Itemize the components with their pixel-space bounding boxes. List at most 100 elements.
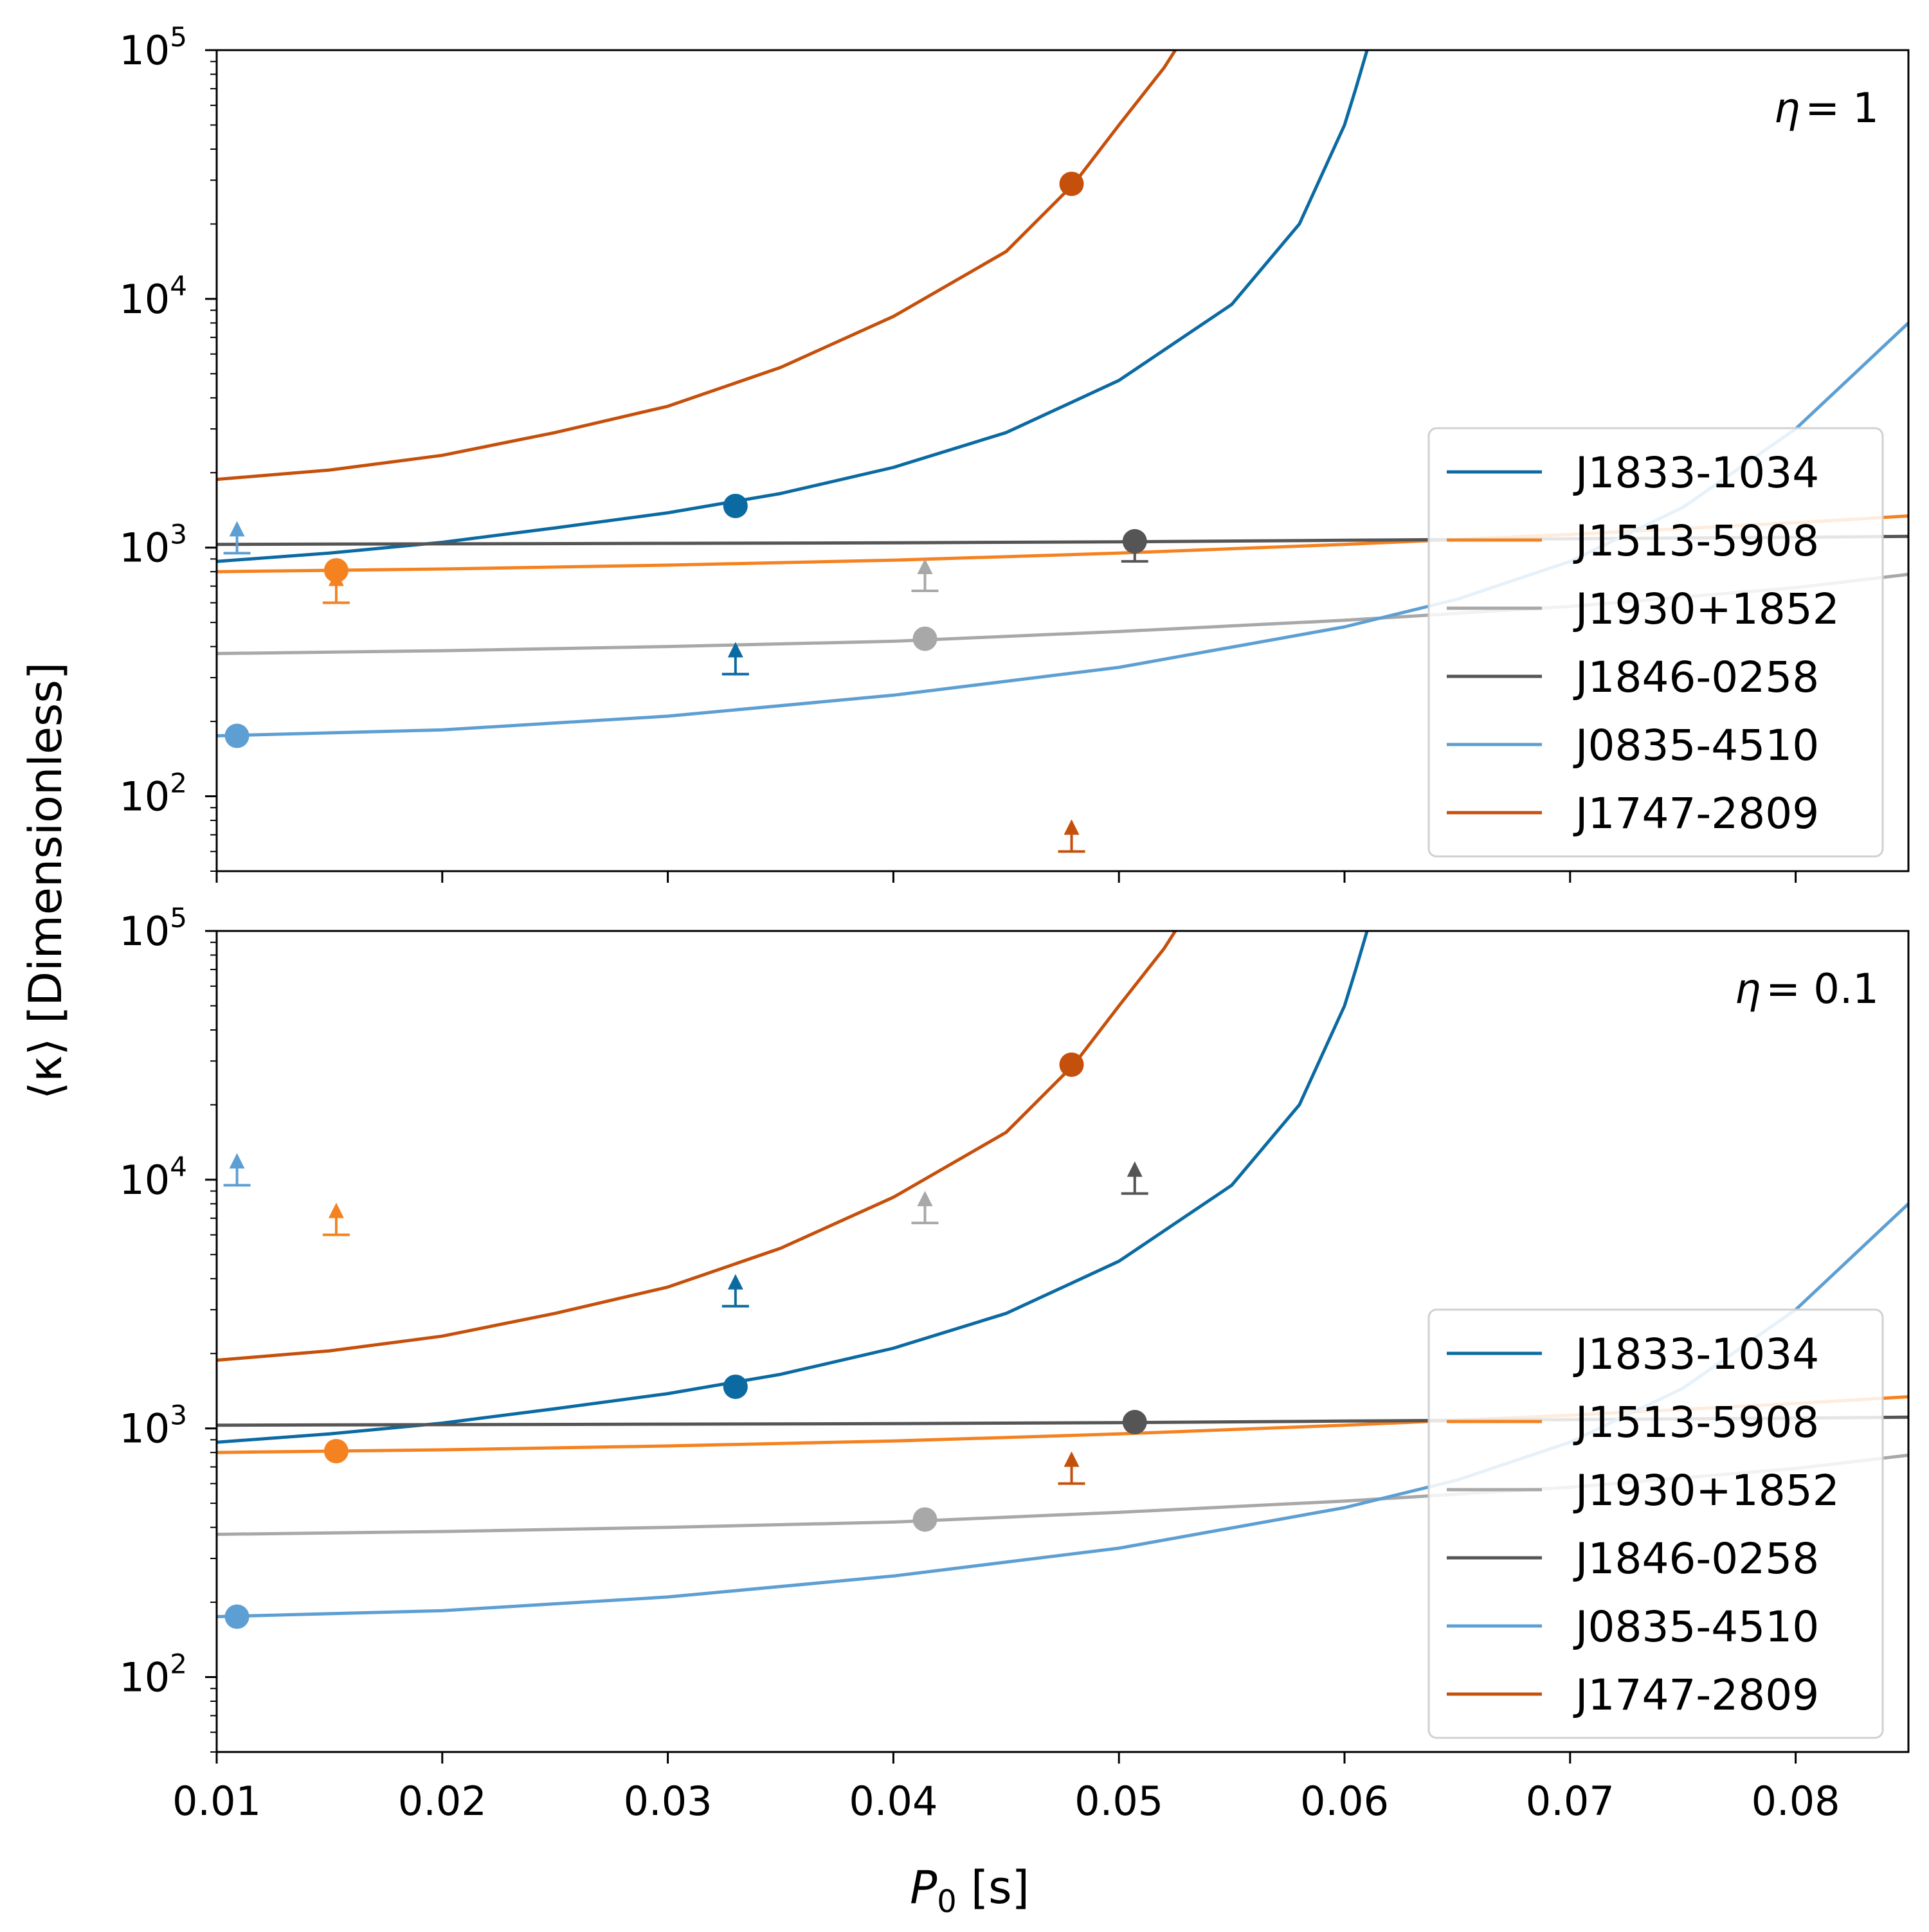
legend-label: J1846-0258 bbox=[1573, 653, 1819, 702]
legend-box bbox=[1427, 427, 1884, 858]
legend-label: J1930+1852 bbox=[1573, 584, 1840, 634]
y-tick-label-exponent: 4 bbox=[170, 1151, 187, 1182]
y-tick-label: 103 bbox=[119, 519, 187, 572]
lower-limit-arrowhead bbox=[917, 1191, 933, 1207]
lower-limit-arrowhead bbox=[917, 558, 933, 574]
lower-limit-arrowhead bbox=[727, 1274, 743, 1290]
y-tick-label-exponent: 3 bbox=[170, 1400, 187, 1431]
panel-label: η = 0.1 bbox=[1735, 966, 1879, 1013]
y-tick-label-mantissa: 10 bbox=[119, 1157, 170, 1204]
x-tick-label: 0.06 bbox=[1300, 1778, 1389, 1825]
point-marker-J1747-2809 bbox=[1059, 1052, 1084, 1077]
lower-limit-arrowhead bbox=[229, 1153, 245, 1169]
lower-limit-J1846-0258 bbox=[1121, 1161, 1148, 1195]
y-tick-label: 105 bbox=[119, 902, 187, 955]
legend-label: J1846-0258 bbox=[1573, 1534, 1819, 1584]
plot-frame bbox=[215, 930, 1910, 1753]
legend-label: J1747-2809 bbox=[1573, 1670, 1819, 1720]
panel-label-symbol: η bbox=[1774, 85, 1800, 132]
lower-limit-J1930+1852 bbox=[911, 558, 939, 592]
y-tick-label-mantissa: 10 bbox=[119, 1405, 170, 1452]
y-tick-label: 102 bbox=[119, 1648, 187, 1701]
lower-limit-J1930+1852 bbox=[911, 1191, 939, 1225]
panel-label-value: = 0.1 bbox=[1766, 966, 1879, 1013]
legend-box bbox=[1427, 1308, 1884, 1739]
point-marker-J1513-5908 bbox=[323, 1439, 349, 1464]
x-axis-title-base: P bbox=[910, 1861, 937, 1914]
series-line-J1833-1034 bbox=[217, 931, 1369, 1444]
y-tick-label-exponent: 5 bbox=[170, 21, 187, 53]
y-tick-label: 102 bbox=[119, 768, 187, 820]
y-tick-label-mantissa: 10 bbox=[119, 27, 170, 74]
y-tick-label-exponent: 2 bbox=[170, 768, 187, 799]
y-tick-label-mantissa: 10 bbox=[119, 525, 170, 572]
point-marker-J1930+1852 bbox=[912, 1507, 937, 1532]
point-marker-J1846-0258 bbox=[1122, 528, 1147, 554]
legend-label: J1833-1034 bbox=[1573, 448, 1819, 498]
legend-label: J1747-2809 bbox=[1573, 789, 1819, 838]
y-tick-label: 104 bbox=[119, 1151, 187, 1204]
lower-limit-arrowhead bbox=[229, 521, 245, 537]
y-tick-label-mantissa: 10 bbox=[119, 773, 170, 820]
lower-limit-arrowhead bbox=[1127, 1161, 1143, 1177]
series-line-J1747-2809 bbox=[217, 931, 1177, 1362]
point-marker-J0835-4510 bbox=[224, 723, 249, 748]
legend-label: J1513-5908 bbox=[1573, 1398, 1819, 1447]
x-axis-title-unit: [s] bbox=[971, 1861, 1029, 1914]
y-tick-label-mantissa: 10 bbox=[119, 1654, 170, 1701]
panel-label-value: = 1 bbox=[1805, 85, 1879, 132]
point-marker-J1930+1852 bbox=[912, 626, 937, 651]
point-marker-J1833-1034 bbox=[723, 493, 748, 518]
legend-label: J1930+1852 bbox=[1573, 1466, 1840, 1515]
y-tick-label: 103 bbox=[119, 1400, 187, 1452]
lower-limit-J1747-2809 bbox=[1058, 1451, 1085, 1485]
plot-frame bbox=[215, 49, 1910, 872]
y-tick-label-exponent: 5 bbox=[170, 902, 187, 934]
y-tick-label-mantissa: 10 bbox=[119, 276, 170, 323]
legend-label: J1513-5908 bbox=[1573, 516, 1819, 566]
x-tick-label: 0.02 bbox=[398, 1778, 487, 1825]
lower-limit-arrowhead bbox=[1064, 819, 1080, 835]
lower-limit-J1833-1034 bbox=[721, 642, 749, 676]
x-tick-label: 0.05 bbox=[1074, 1778, 1163, 1825]
y-tick-label-mantissa: 10 bbox=[119, 908, 170, 955]
point-marker-J1846-0258 bbox=[1122, 1409, 1147, 1434]
series-line-J1833-1034 bbox=[217, 50, 1369, 563]
series-line-J1747-2809 bbox=[217, 50, 1177, 482]
point-marker-J1513-5908 bbox=[323, 558, 349, 583]
x-axis-title: P0 [s] bbox=[910, 1861, 1029, 1920]
lower-limit-J0835-4510 bbox=[223, 521, 251, 555]
lower-limit-arrowhead bbox=[727, 642, 743, 658]
lower-limit-J0835-4510 bbox=[223, 1153, 251, 1187]
legend: J1833-1034 J1513-5908 J1930+1852 J1846-0258… bbox=[1427, 427, 1884, 858]
lower-limit-arrowhead bbox=[328, 1202, 344, 1218]
y-tick-label: 104 bbox=[119, 270, 187, 323]
x-tick-label: 0.08 bbox=[1752, 1778, 1840, 1825]
y-tick-label-exponent: 2 bbox=[170, 1648, 187, 1680]
lower-limit-J1833-1034 bbox=[721, 1274, 749, 1308]
lower-limit-J1513-5908 bbox=[322, 1202, 350, 1236]
point-marker-J1833-1034 bbox=[723, 1374, 748, 1399]
x-tick-label: 0.03 bbox=[624, 1778, 712, 1825]
lower-limit-J1747-2809 bbox=[1058, 819, 1085, 853]
panel-label: η = 1 bbox=[1774, 85, 1879, 132]
y-tick-label-exponent: 3 bbox=[170, 519, 187, 550]
legend: J1833-1034 J1513-5908 J1930+1852 J1846-0258… bbox=[1427, 1308, 1884, 1739]
y-tick-label: 105 bbox=[119, 21, 187, 74]
panel-label-symbol: η bbox=[1735, 966, 1761, 1013]
lower-limit-arrowhead bbox=[1064, 1451, 1080, 1467]
y-axis-title: ⟨κ⟩ [Dimensionless] bbox=[19, 662, 72, 1099]
x-tick-label: 0.07 bbox=[1526, 1778, 1615, 1825]
legend-label: J0835-4510 bbox=[1573, 721, 1819, 770]
x-tick-label: 0.04 bbox=[849, 1778, 937, 1825]
legend-label: J1833-1034 bbox=[1573, 1330, 1819, 1379]
y-tick-label-exponent: 4 bbox=[170, 270, 187, 302]
point-marker-J1747-2809 bbox=[1059, 171, 1084, 196]
point-marker-J0835-4510 bbox=[224, 1604, 249, 1629]
legend-label: J0835-4510 bbox=[1573, 1602, 1819, 1652]
x-tick-label: 0.01 bbox=[172, 1778, 261, 1825]
